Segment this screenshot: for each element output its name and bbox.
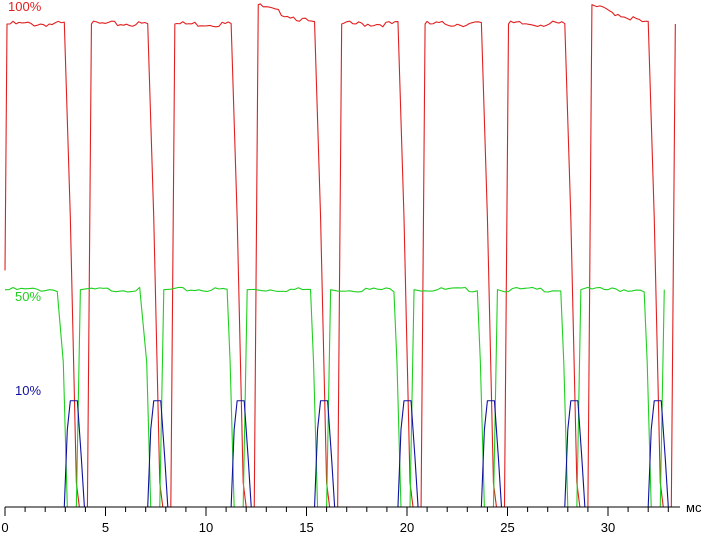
x-tick-label: 30: [601, 520, 615, 535]
x-tick-label: 10: [199, 520, 213, 535]
x-unit-label: мс: [686, 500, 702, 515]
plot-lines: [4, 3, 676, 508]
x-tick-label: 15: [299, 520, 313, 535]
series-50-line: [5, 286, 665, 508]
x-ticks: [4, 507, 669, 516]
x-tick-labels: 0 5 10 15 20 25 30: [1, 520, 615, 535]
x-tick-label: 0: [1, 520, 8, 535]
x-tick-label: 5: [102, 520, 109, 535]
series-label-50: 50%: [15, 289, 41, 304]
series-100-line: [4, 3, 676, 508]
x-tick-label: 25: [500, 520, 514, 535]
series-label-10: 10%: [15, 383, 41, 398]
series-label-100: 100%: [8, 0, 42, 14]
x-tick-label: 20: [400, 520, 414, 535]
